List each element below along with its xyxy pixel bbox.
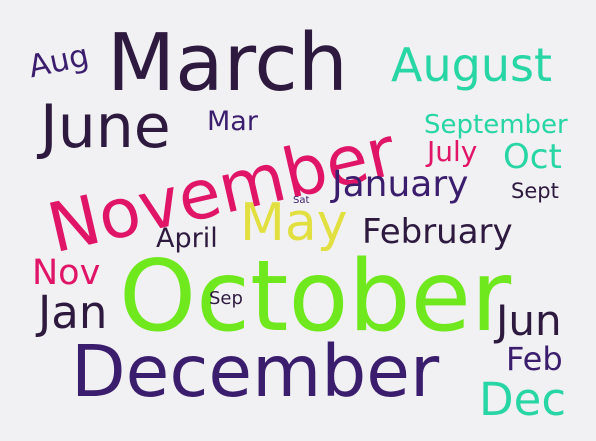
word-may: May <box>240 193 348 253</box>
word-nov: Nov <box>32 253 101 293</box>
word-sat: Sat <box>293 195 310 206</box>
word-february: February <box>362 212 513 252</box>
word-oct: Oct <box>503 137 562 177</box>
word-december: December <box>71 330 440 413</box>
word-sept: Sept <box>511 179 559 203</box>
word-jan: Jan <box>38 286 108 339</box>
word-september: September <box>424 110 568 140</box>
word-april: April <box>156 223 218 254</box>
word-july: July <box>427 135 478 168</box>
word-june: June <box>40 92 171 162</box>
word-dec: Dec <box>479 373 567 426</box>
word-january: January <box>332 164 469 205</box>
word-march: March <box>107 17 348 109</box>
word-aug: Aug <box>25 37 93 86</box>
word-august: August <box>391 38 552 92</box>
word-mar: Mar <box>207 106 258 137</box>
word-jun: Jun <box>496 296 562 345</box>
word-sep: Sep <box>209 288 243 309</box>
word-october: October <box>119 240 512 354</box>
word-feb: Feb <box>506 340 563 378</box>
